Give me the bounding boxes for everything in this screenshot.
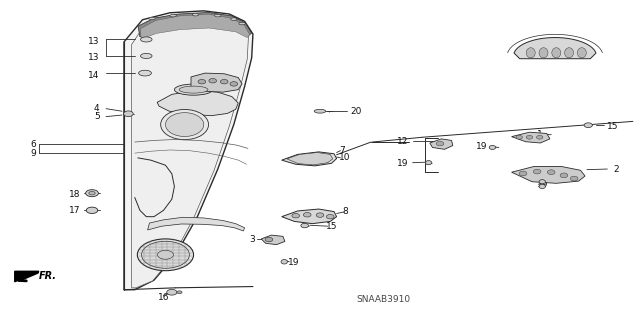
Text: 3: 3 — [249, 235, 255, 244]
Ellipse shape — [141, 241, 189, 268]
Ellipse shape — [301, 223, 308, 228]
Text: 9: 9 — [30, 149, 36, 158]
Text: 10: 10 — [339, 153, 351, 162]
Ellipse shape — [149, 17, 156, 20]
Text: 15: 15 — [607, 122, 619, 131]
Text: 17: 17 — [69, 206, 81, 215]
Text: 18: 18 — [69, 190, 81, 199]
Ellipse shape — [239, 22, 245, 25]
Ellipse shape — [292, 213, 300, 218]
Text: FR.: FR. — [39, 271, 57, 281]
Ellipse shape — [230, 18, 237, 20]
Ellipse shape — [138, 239, 193, 271]
Text: 13: 13 — [88, 38, 100, 47]
Polygon shape — [157, 90, 238, 116]
Polygon shape — [124, 11, 253, 290]
Text: 16: 16 — [158, 293, 170, 302]
Ellipse shape — [167, 289, 177, 295]
Ellipse shape — [157, 250, 173, 259]
Polygon shape — [514, 38, 596, 59]
Ellipse shape — [489, 145, 495, 150]
Text: SNAAB3910: SNAAB3910 — [356, 295, 411, 304]
Ellipse shape — [86, 207, 98, 213]
Ellipse shape — [526, 48, 535, 58]
Polygon shape — [141, 14, 250, 39]
Polygon shape — [282, 209, 337, 224]
Polygon shape — [282, 152, 337, 166]
Text: 14: 14 — [88, 71, 100, 80]
Ellipse shape — [177, 291, 182, 294]
Text: 19: 19 — [476, 142, 487, 151]
Polygon shape — [132, 13, 248, 288]
Ellipse shape — [426, 160, 432, 165]
Text: 15: 15 — [326, 222, 338, 231]
Ellipse shape — [536, 135, 543, 139]
Ellipse shape — [547, 170, 555, 174]
Ellipse shape — [560, 173, 568, 178]
Ellipse shape — [139, 70, 152, 76]
Ellipse shape — [539, 180, 545, 184]
Ellipse shape — [281, 260, 287, 264]
Ellipse shape — [516, 135, 522, 139]
Ellipse shape — [539, 184, 545, 189]
Polygon shape — [511, 132, 550, 143]
Text: 20: 20 — [351, 107, 362, 116]
Text: 7: 7 — [339, 146, 345, 155]
Ellipse shape — [265, 237, 273, 242]
Polygon shape — [148, 217, 244, 231]
Ellipse shape — [161, 109, 209, 140]
Ellipse shape — [326, 214, 334, 219]
Ellipse shape — [314, 109, 326, 113]
Ellipse shape — [303, 212, 311, 217]
Text: 19: 19 — [288, 258, 300, 267]
Ellipse shape — [209, 78, 216, 83]
Text: 11: 11 — [524, 45, 536, 55]
Text: 13: 13 — [88, 53, 100, 62]
Ellipse shape — [198, 79, 205, 84]
Text: 4: 4 — [94, 104, 100, 113]
Polygon shape — [430, 139, 453, 149]
Ellipse shape — [124, 111, 133, 117]
Ellipse shape — [570, 176, 578, 181]
Polygon shape — [138, 12, 252, 37]
Ellipse shape — [230, 82, 237, 86]
Text: 6: 6 — [30, 140, 36, 149]
Ellipse shape — [141, 53, 152, 58]
Polygon shape — [15, 271, 39, 282]
Text: 19: 19 — [537, 181, 548, 189]
Text: 2: 2 — [614, 165, 620, 174]
Text: 5: 5 — [94, 112, 100, 121]
Ellipse shape — [141, 37, 152, 42]
Text: 19: 19 — [397, 159, 408, 168]
Ellipse shape — [220, 79, 228, 84]
Ellipse shape — [564, 48, 573, 58]
Text: 8: 8 — [342, 207, 348, 216]
Ellipse shape — [577, 48, 586, 58]
Polygon shape — [191, 73, 242, 92]
Ellipse shape — [519, 171, 527, 176]
Ellipse shape — [86, 190, 99, 197]
Polygon shape — [287, 152, 333, 165]
Polygon shape — [261, 235, 285, 245]
Ellipse shape — [533, 169, 541, 174]
Ellipse shape — [214, 14, 221, 17]
Ellipse shape — [316, 213, 324, 217]
Ellipse shape — [539, 48, 548, 58]
Ellipse shape — [170, 14, 176, 17]
Ellipse shape — [526, 135, 532, 139]
Text: 12: 12 — [397, 137, 408, 145]
Text: 1: 1 — [537, 130, 543, 138]
Ellipse shape — [436, 141, 444, 146]
Ellipse shape — [179, 86, 208, 93]
Ellipse shape — [166, 113, 204, 137]
Ellipse shape — [192, 13, 198, 16]
Ellipse shape — [174, 84, 212, 95]
Ellipse shape — [552, 48, 561, 58]
Polygon shape — [511, 167, 585, 183]
Ellipse shape — [584, 123, 593, 128]
Ellipse shape — [89, 191, 95, 195]
